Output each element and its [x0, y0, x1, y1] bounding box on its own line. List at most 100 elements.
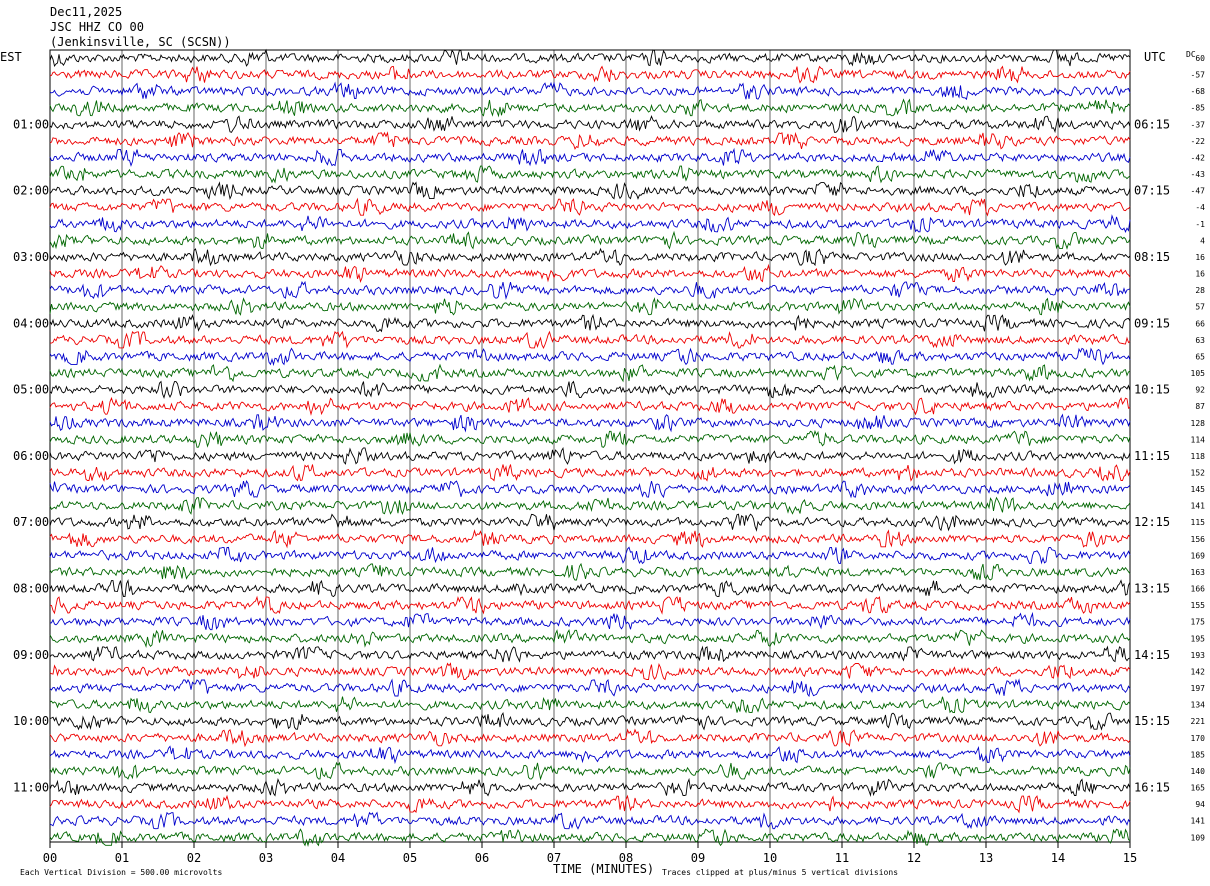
dc-value: 92 — [1195, 386, 1205, 395]
dc-value: 60 — [1195, 54, 1205, 63]
trace-15 — [49, 297, 1131, 316]
right-hour-label: 10:15 — [1134, 383, 1170, 397]
right-hour-labels: 06:15 07:15 08:15 09:15 10:15 11:15 12:15 13:15… — [1134, 117, 1170, 794]
dc-value: -43 — [1191, 170, 1206, 179]
x-axis: 00 01 02 03 04 05 06 07 08 09 10 11 12 13 14 15 — [43, 842, 1137, 865]
trace-5 — [49, 131, 1131, 150]
dc-value: 134 — [1191, 701, 1206, 710]
left-timezone-label: EST — [0, 50, 22, 64]
right-hour-label: 14:15 — [1134, 648, 1170, 662]
x-tick-label: 10 — [763, 851, 777, 865]
left-hour-label: 10:00 — [13, 714, 49, 728]
x-tick-label: 00 — [43, 851, 57, 865]
trace-16 — [49, 313, 1131, 333]
dc-value: 87 — [1195, 402, 1205, 411]
dc-value: 163 — [1191, 568, 1206, 577]
x-tick-label: 06 — [475, 851, 489, 865]
trace-32 — [49, 579, 1131, 598]
left-hour-label: 09:00 — [13, 648, 49, 662]
trace-11 — [49, 230, 1131, 250]
dc-value: 128 — [1191, 419, 1206, 428]
dc-value: 170 — [1191, 734, 1206, 743]
dc-value: -37 — [1191, 120, 1206, 129]
dc-header-label: DC — [1186, 50, 1196, 59]
dc-value: 118 — [1191, 452, 1206, 461]
dc-value: 141 — [1191, 502, 1206, 511]
plot-frame — [49, 49, 1131, 843]
dc-value: 16 — [1195, 253, 1205, 262]
right-hour-label: 07:15 — [1134, 184, 1170, 198]
x-tick-label: 02 — [187, 851, 201, 865]
dc-value: 140 — [1191, 767, 1206, 776]
x-tick-label: 05 — [403, 851, 417, 865]
trace-7 — [49, 165, 1131, 184]
dc-value: 141 — [1191, 817, 1206, 826]
trace-8 — [49, 181, 1131, 201]
trace-17 — [49, 330, 1131, 349]
dc-value: 16 — [1195, 270, 1205, 279]
trace-9 — [49, 197, 1131, 217]
trace-20 — [49, 380, 1131, 400]
right-hour-label: 06:15 — [1134, 117, 1170, 131]
trace-22 — [49, 413, 1131, 433]
trace-14 — [49, 280, 1131, 300]
trace-46 — [49, 811, 1131, 830]
trace-4 — [49, 115, 1131, 134]
dc-value: 193 — [1191, 651, 1206, 660]
dc-value: -42 — [1191, 153, 1206, 162]
trace-38 — [49, 678, 1131, 698]
trace-39 — [49, 696, 1131, 714]
trace-12 — [49, 247, 1131, 267]
trace-28 — [49, 513, 1131, 532]
trace-43 — [49, 761, 1131, 781]
trace-10 — [49, 214, 1131, 233]
trace-34 — [49, 611, 1131, 631]
seismic-traces — [49, 48, 1131, 848]
left-hour-label: 07:00 — [13, 515, 49, 529]
left-hour-label: 05:00 — [13, 383, 49, 397]
header-date: Dec11,2025 — [50, 5, 122, 19]
trace-0 — [49, 48, 1131, 68]
x-tick-label: 03 — [259, 851, 273, 865]
right-hour-label: 12:15 — [1134, 515, 1170, 529]
dc-value: 145 — [1191, 485, 1206, 494]
x-tick-label: 09 — [691, 851, 705, 865]
dc-value: -68 — [1191, 87, 1206, 96]
trace-24 — [49, 446, 1131, 465]
left-hour-label: 01:00 — [13, 117, 49, 131]
x-tick-label: 12 — [907, 851, 921, 865]
trace-45 — [49, 794, 1131, 814]
trace-13 — [49, 263, 1131, 283]
x-tick-label: 13 — [979, 851, 993, 865]
x-tick-label: 11 — [835, 851, 849, 865]
left-hour-label: 03:00 — [13, 250, 49, 264]
left-hour-label: 06:00 — [13, 449, 49, 463]
dc-value: 152 — [1191, 469, 1206, 478]
left-hour-label: 11:00 — [13, 781, 49, 795]
right-timezone-label: UTC — [1144, 50, 1166, 64]
right-hour-label: 11:15 — [1134, 449, 1170, 463]
trace-36 — [49, 645, 1131, 663]
right-hour-label: 13:15 — [1134, 582, 1170, 596]
dc-value: 65 — [1195, 352, 1205, 361]
dc-value: 114 — [1191, 435, 1206, 444]
dc-value: 165 — [1191, 784, 1206, 793]
dc-value: -1 — [1195, 220, 1205, 229]
trace-2 — [49, 81, 1131, 101]
right-hour-label: 15:15 — [1134, 714, 1170, 728]
clip-note: Traces clipped at plus/minus 5 vertical … — [662, 868, 898, 877]
trace-6 — [49, 147, 1131, 167]
scale-note: Each Vertical Division = 500.00 microvol… — [20, 868, 222, 877]
dc-value: 166 — [1191, 585, 1206, 594]
trace-33 — [49, 595, 1131, 615]
dc-value: 28 — [1195, 286, 1205, 295]
dc-value: -47 — [1191, 187, 1206, 196]
trace-35 — [49, 629, 1131, 649]
left-hour-labels: 01:00 02:00 03:00 04:00 05:00 06:00 07:00 08:00… — [13, 117, 49, 794]
header-station: JSC HHZ CO 00 — [50, 20, 144, 34]
dc-value: 63 — [1195, 336, 1205, 345]
dc-value: 175 — [1191, 618, 1206, 627]
dc-value: 155 — [1191, 601, 1206, 610]
trace-42 — [49, 745, 1131, 765]
